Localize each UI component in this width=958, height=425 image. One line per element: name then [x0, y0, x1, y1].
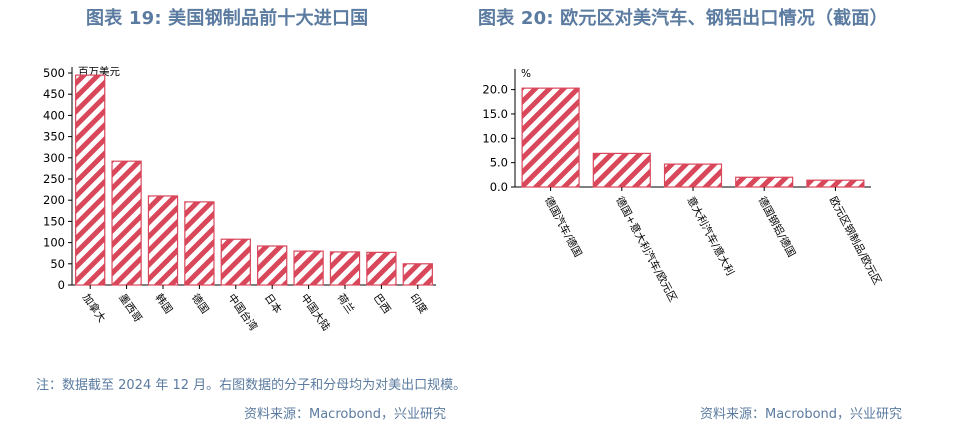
y-tick-label: 200: [43, 193, 65, 207]
figure-19-title: 图表 19: 美国钢制品前十大进口国: [86, 8, 369, 29]
bar: [366, 251, 397, 286]
bar: [806, 179, 865, 188]
y-tick-label: 5.0: [490, 156, 508, 170]
x-tick-label: 意大利汽车/意大利: [684, 194, 737, 277]
y-tick-label: 500: [43, 66, 65, 80]
y-tick-label: 300: [43, 151, 65, 165]
x-tick-label: 巴西: [371, 292, 393, 316]
y-tick-label: 20.0: [482, 83, 508, 97]
x-tick-label: 中国大陆: [298, 291, 333, 333]
x-tick-label: 荷兰: [335, 291, 358, 316]
y-tick-label: 15.0: [482, 107, 508, 121]
y-tick-label: 400: [43, 108, 65, 122]
y-tick-label: 350: [43, 130, 65, 144]
y-tick-label: 250: [43, 172, 65, 186]
bar: [735, 176, 794, 188]
bar: [293, 250, 324, 286]
figure-20-title: 图表 20: 欧元区对美汽车、钢铝出口情况（截面）: [478, 8, 888, 29]
y-tick-label: 0.0: [490, 180, 508, 194]
x-tick-label: 韩国: [153, 291, 176, 316]
x-tick-label: 中国台湾: [225, 291, 260, 333]
eurozone-exports-bar-chart: 0.0 5.0 10.0 15.0 20.0% 德国汽车/德国 德国+意大利汽车/欧元区 意大…: [482, 68, 885, 304]
x-tick-label: 德国钢铝/德国: [756, 194, 799, 259]
bar: [184, 201, 215, 286]
x-tick-label: 印度: [407, 291, 430, 316]
bar: [111, 160, 142, 286]
x-tick-label: 墨西哥: [116, 292, 144, 325]
y-tick-label: 10.0: [482, 131, 508, 145]
bar: [402, 263, 433, 286]
source-right: 资料来源：Macrobond，兴业研究: [700, 407, 903, 422]
bar: [521, 87, 580, 188]
bar: [75, 74, 106, 286]
x-tick-label: 欧元区钢制品/欧元区: [827, 194, 885, 287]
unit-label: %: [521, 68, 531, 80]
chart-note: 注：数据截至 2024 年 12 月。右图数据的分子和分母均为对美出口规模。: [36, 378, 467, 393]
x-tick-label: 加拿大: [80, 291, 109, 325]
y-tick-label: 50: [50, 257, 65, 271]
source-left: 资料来源：Macrobond，兴业研究: [244, 407, 447, 422]
y-tick-label: 450: [43, 87, 65, 101]
x-tick-label: 德国+意大利汽车/欧元区: [613, 194, 680, 304]
bar: [257, 245, 288, 286]
bar: [592, 152, 651, 188]
bar: [663, 163, 723, 188]
bar: [220, 238, 251, 286]
bar: [147, 195, 179, 286]
x-tick-label: 德国: [189, 291, 212, 316]
x-tick-label: 德国汽车/德国: [542, 194, 585, 259]
x-tick-label: 日本: [262, 291, 285, 316]
y-tick-label: 100: [43, 236, 65, 250]
y-tick-label: 0: [58, 278, 65, 292]
y-tick-label: 150: [43, 214, 65, 228]
bar: [329, 251, 361, 286]
